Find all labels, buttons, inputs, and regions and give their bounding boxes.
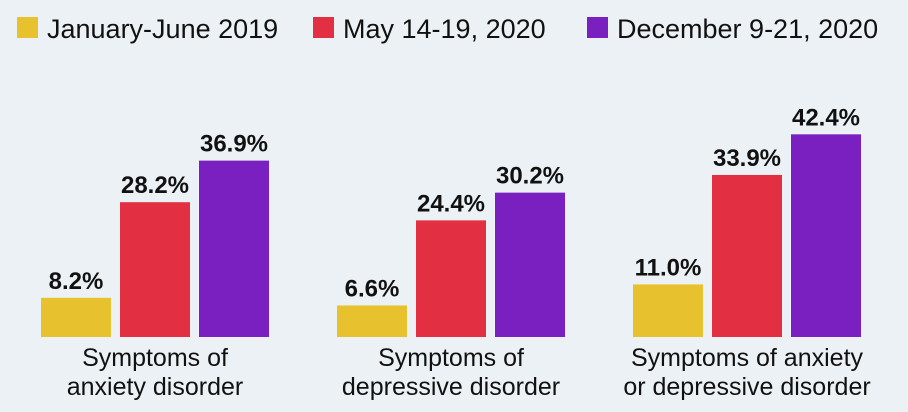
value-label-group1-series1: 8.2%: [49, 268, 104, 295]
legend-label-2: May 14-19, 2020: [343, 14, 546, 44]
value-label-group2-series1: 6.6%: [345, 275, 400, 302]
value-label-group1-series3: 36.9%: [200, 131, 268, 158]
bar-group2-series3: [495, 192, 565, 337]
bar-group1-series3: [199, 160, 269, 337]
value-label-group1-series2: 28.2%: [121, 172, 189, 199]
value-label-group3-series3: 42.4%: [792, 104, 860, 131]
bar-group2-series2: [416, 220, 486, 337]
bar-group2-series1: [337, 305, 407, 337]
category-label-3-line-2: or depressive disorder: [623, 373, 870, 401]
category-label-1-line-2: anxiety disorder: [67, 373, 243, 401]
legend-swatch-1: [17, 17, 38, 38]
category-label-2-line-2: depressive disorder: [342, 373, 560, 401]
bar-group3-series2: [712, 174, 782, 337]
bar-group1-series2: [120, 202, 190, 337]
value-label-group3-series1: 11.0%: [635, 254, 702, 281]
value-label-group3-series2: 33.9%: [713, 145, 781, 172]
category-label-3-line-1: Symptoms of anxiety: [631, 344, 864, 372]
legend-swatch-3: [587, 17, 608, 38]
bars: [41, 134, 861, 337]
bar-group3-series1: [633, 284, 703, 337]
value-label-group2-series2: 24.4%: [417, 190, 485, 217]
category-label-2-line-1: Symptoms of: [378, 344, 524, 372]
value-label-group2-series3: 30.2%: [496, 163, 564, 190]
category-label-1-line-1: Symptoms of: [82, 344, 228, 372]
bar-group1-series1: [41, 297, 111, 337]
legend-swatch-2: [313, 17, 334, 38]
legend-label-3: December 9-21, 2020: [617, 14, 878, 44]
bar-group3-series3: [791, 134, 861, 337]
value-labels: 8.2% 28.2% 36.9% 6.6% 24.4% 30.2% 11.0% 33.9% 42…: [49, 104, 860, 302]
legend-label-1: January-June 2019: [47, 14, 278, 44]
legend: January-June 2019 May 14-19, 2020 December…: [17, 14, 878, 44]
